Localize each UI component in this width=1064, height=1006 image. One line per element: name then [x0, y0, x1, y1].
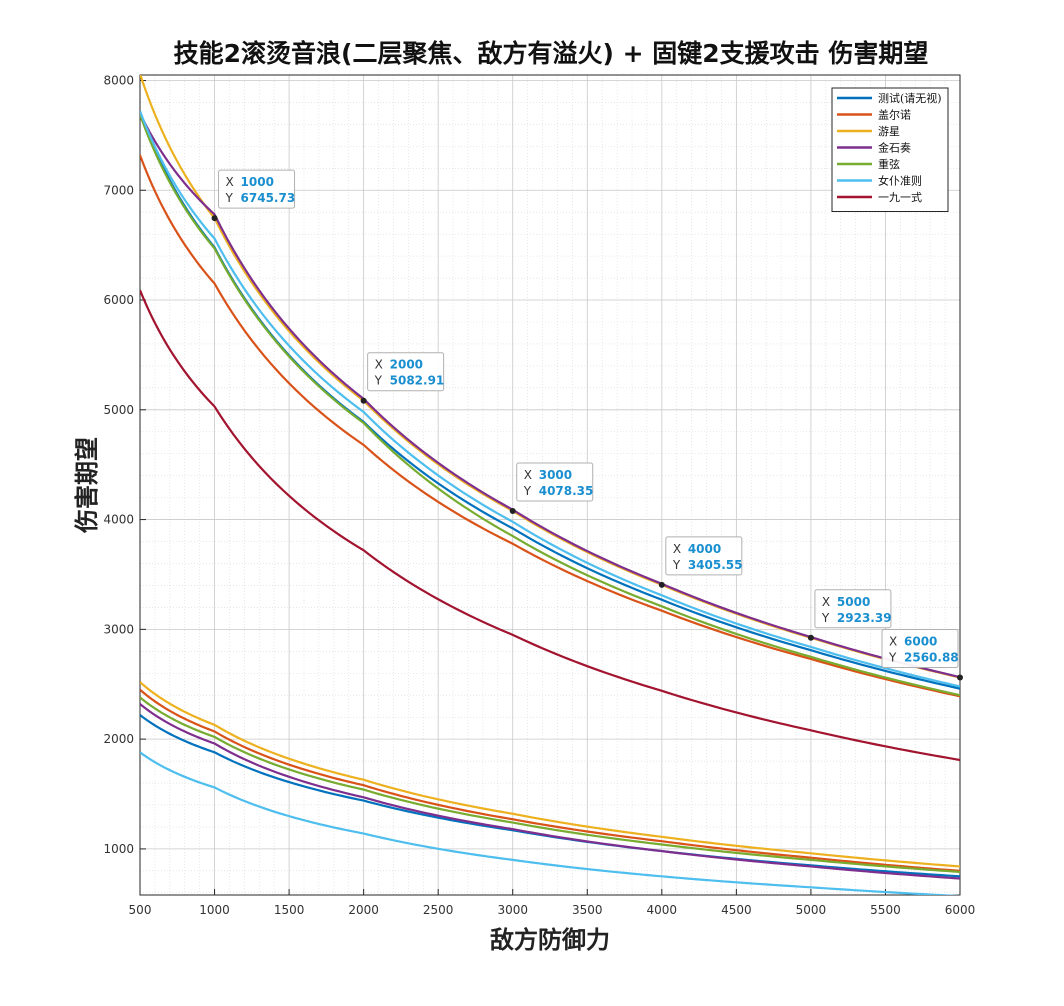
series-line-5-upper: [140, 110, 960, 688]
datatip-marker: [658, 581, 665, 588]
datatip-y-label: Y: [672, 558, 681, 572]
y-tick-label: 2000: [103, 732, 134, 746]
x-tick-label: 1000: [199, 903, 230, 917]
x-tick-label: 5000: [796, 903, 827, 917]
series-line-1-upper: [140, 154, 960, 698]
datatip-y-label: Y: [523, 484, 532, 498]
datatip-marker: [509, 507, 516, 514]
x-tick-label: 4000: [647, 903, 678, 917]
x-tick-label: 3500: [572, 903, 603, 917]
datatip-box: [665, 536, 743, 576]
datatip-x-value: 3000: [539, 468, 572, 482]
datatip-y-label: Y: [225, 191, 234, 205]
x-tick-label: 2000: [348, 903, 379, 917]
datatip-y-value: 6745.73: [241, 191, 296, 205]
datatip-y-label: Y: [888, 651, 897, 665]
datatip-y-value: 2560.88: [904, 651, 959, 665]
datatip-x-label: X: [524, 468, 532, 482]
series-line-4-upper: [140, 114, 960, 697]
datatip-x-label: X: [673, 542, 681, 556]
datatip-box: [367, 352, 445, 392]
y-tick-label: 1000: [103, 842, 134, 856]
x-axis-label: 敌方防御力: [490, 926, 610, 954]
y-tick-label: 3000: [103, 622, 134, 636]
datatip-y-label: Y: [821, 611, 830, 625]
x-tick-label: 1500: [274, 903, 305, 917]
chart-title: 技能2滚烫音浪(二层聚焦、敌方有溢火) + 固键2支援攻击 伤害期望: [174, 39, 929, 68]
datatip-marker: [360, 397, 367, 404]
legend-entry: 盖尔诺: [878, 108, 911, 122]
tick-labels: 500 1000 1500 2000 2500 3000 3500 4000 4500 5000 5…: [103, 73, 975, 917]
legend-entry: 重弦: [878, 157, 900, 171]
plot-frame: [139, 74, 961, 896]
legend-box: [831, 87, 949, 212]
y-tick-label: 5000: [103, 403, 134, 417]
datatip-y-value: 2923.39: [837, 611, 892, 625]
datatip-y-value: 3405.55: [688, 558, 743, 572]
datatip-x-label: X: [226, 175, 234, 189]
datatips: X 1000 Y 6745.73 X 2000 Y 5082.91 X 3000 Y 4078.35 X…: [211, 169, 963, 681]
series-line-4-lower: [140, 696, 960, 874]
datatip-y-value: 5082.91: [390, 374, 445, 388]
datatip-box: [218, 169, 296, 209]
y-tick-label: 4000: [103, 513, 134, 527]
datatip-x-value: 1000: [241, 175, 274, 189]
legend-entry: 金石奏: [878, 141, 911, 155]
series-line-5-lower: [140, 751, 960, 895]
y-tick-label: 7000: [103, 183, 134, 197]
datatip-x-value: 2000: [390, 358, 423, 372]
x-tick-label: 500: [129, 903, 152, 917]
legend-entry: 游星: [878, 125, 900, 138]
y-tick-label: 8000: [103, 73, 134, 87]
x-tick-label: 2500: [423, 903, 454, 917]
x-tick-label: 6000: [945, 903, 976, 917]
datatip-marker: [211, 215, 218, 222]
datatip-y-label: Y: [374, 374, 383, 388]
x-tick-label: 3000: [497, 903, 528, 917]
datatip-x-label: X: [889, 635, 897, 649]
x-tick-label: 4500: [721, 903, 752, 917]
datatip-y-value: 4078.35: [539, 484, 594, 498]
series-line-1-lower: [140, 688, 960, 872]
series-line-2-lower: [140, 681, 960, 868]
y-tick-label: 6000: [103, 293, 134, 307]
datatip-x-label: X: [375, 358, 383, 372]
datatip-x-value: 4000: [688, 542, 721, 556]
datatip-marker: [957, 674, 963, 681]
datatip-x-value: 6000: [904, 635, 937, 649]
datatip-marker: [807, 634, 814, 641]
datatip-box: [814, 589, 892, 629]
legend-entry: 一九一式: [878, 191, 922, 204]
datatip-box: [516, 462, 594, 502]
datatip-x-value: 5000: [837, 595, 870, 609]
y-axis-label: 伤害期望: [73, 437, 101, 534]
datatip-x-label: X: [822, 595, 830, 609]
legend-entry: 测试(请无视): [878, 91, 942, 105]
legend-entry: 女仆准则: [878, 174, 922, 188]
series-line-3-lower: [140, 703, 960, 880]
series-line-6-upper: [140, 289, 960, 762]
x-tick-label: 5500: [870, 903, 901, 917]
datatip-box: [881, 629, 959, 669]
